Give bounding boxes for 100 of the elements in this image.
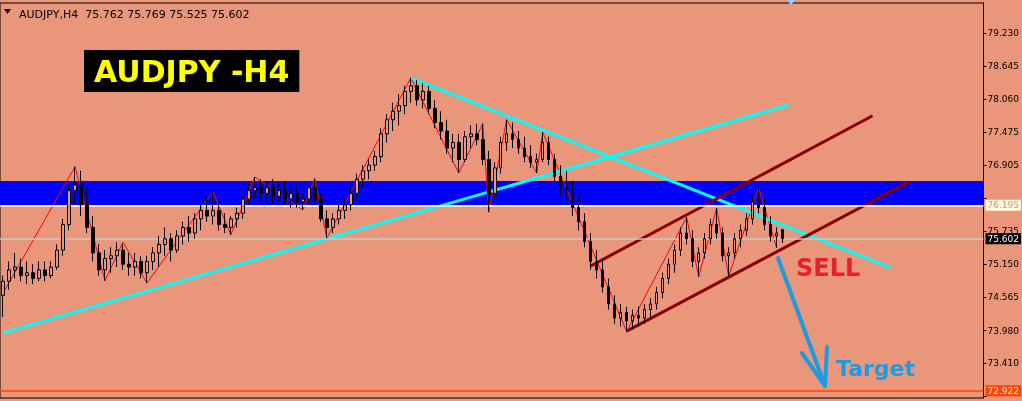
candlestick xyxy=(367,158,371,180)
candlestick xyxy=(739,224,742,248)
candlestick xyxy=(289,187,293,209)
text: AUDJPY,H4 75.762 75.769 75.525 75.602 xyxy=(19,8,250,21)
candlestick xyxy=(433,99,437,129)
y-tick-label: 75.150 xyxy=(987,259,1020,270)
candlestick xyxy=(691,229,694,268)
candlestick xyxy=(175,229,179,254)
candlestick xyxy=(277,181,281,203)
candlestick xyxy=(379,127,383,163)
candlestick xyxy=(631,309,634,330)
candlestick xyxy=(31,263,35,285)
candlestick xyxy=(541,131,544,163)
candlestick xyxy=(685,216,688,245)
candlestick xyxy=(145,255,149,284)
candlestick xyxy=(253,176,257,200)
candlestick xyxy=(313,178,317,206)
candlestick xyxy=(403,85,407,115)
candlestick xyxy=(301,192,305,211)
y-tick-label: 79.230 xyxy=(987,28,1020,39)
candlestick xyxy=(373,150,377,172)
candlestick xyxy=(109,246,113,274)
candlestick xyxy=(133,252,137,277)
candlestick xyxy=(349,187,353,211)
candlestick xyxy=(223,212,227,234)
y-tick-label: 74.565 xyxy=(987,292,1020,303)
candlestick xyxy=(505,119,508,152)
y-tick-label: 73.980 xyxy=(987,325,1020,336)
candlestick xyxy=(589,232,592,271)
candlestick xyxy=(619,303,622,328)
candlestick xyxy=(67,184,71,231)
candlestick xyxy=(307,184,311,206)
candlestick xyxy=(457,133,461,174)
candlestick xyxy=(427,85,431,115)
candlestick xyxy=(7,260,11,291)
candlestick xyxy=(769,215,772,243)
candlestick xyxy=(229,215,233,236)
candlestick xyxy=(703,232,706,260)
candlestick xyxy=(763,198,766,231)
candlestick xyxy=(733,232,736,260)
ref-line-label: 72.922 xyxy=(987,385,1020,396)
candlestick xyxy=(493,161,497,200)
candlestick xyxy=(265,181,269,203)
candlestick xyxy=(757,187,760,214)
candlestick xyxy=(49,260,53,279)
candlestick xyxy=(667,258,670,285)
candlestick xyxy=(583,212,586,248)
candlestick xyxy=(661,272,664,299)
candlestick xyxy=(151,246,155,271)
candlestick xyxy=(103,249,107,282)
candlestick xyxy=(547,136,550,166)
candlestick xyxy=(343,198,347,220)
candlestick xyxy=(121,243,125,271)
candlestick xyxy=(727,246,730,277)
candlestick xyxy=(613,294,616,325)
candlestick xyxy=(91,215,95,262)
candlestick xyxy=(625,306,628,333)
candlestick xyxy=(721,226,724,262)
candlestick xyxy=(709,218,712,245)
candlestick xyxy=(649,297,652,319)
candlestick xyxy=(271,178,275,206)
candlestick xyxy=(697,246,700,278)
y-tick-label: 78.645 xyxy=(987,61,1020,72)
candlestick xyxy=(259,178,263,200)
candlestick xyxy=(193,212,197,240)
candlestick xyxy=(13,252,17,279)
candlestick xyxy=(391,102,395,132)
candlestick xyxy=(157,235,161,268)
candlestick xyxy=(73,166,77,206)
candlestick xyxy=(499,136,502,175)
candlestick xyxy=(43,260,47,282)
candlestick xyxy=(655,286,658,311)
candlestick xyxy=(487,150,491,213)
candlestick xyxy=(199,204,203,231)
candlestick xyxy=(79,170,83,217)
candlestick xyxy=(601,260,604,294)
candlestick xyxy=(715,207,718,240)
candlestick xyxy=(295,184,299,209)
candlestick xyxy=(529,144,532,169)
candlestick xyxy=(781,228,784,244)
candlestick xyxy=(97,243,101,277)
candlestick xyxy=(415,79,419,107)
candlestick xyxy=(361,164,365,189)
y-tick-label: 73.410 xyxy=(987,357,1020,368)
candlestick xyxy=(337,204,341,226)
candlestick xyxy=(475,123,479,146)
candlestick xyxy=(565,170,568,200)
candlestick xyxy=(775,226,778,249)
candlestick xyxy=(163,226,167,257)
annotation: SELL xyxy=(796,254,861,282)
y-tick-label: 76.905 xyxy=(987,159,1020,170)
candlestick xyxy=(439,110,443,141)
candlestick xyxy=(355,173,359,200)
candlestick xyxy=(181,221,185,245)
candlestick xyxy=(469,124,473,149)
candlestick xyxy=(511,122,514,149)
candlestick xyxy=(745,212,748,237)
candlestick xyxy=(55,243,59,271)
candlestick xyxy=(169,232,173,262)
candlestick xyxy=(187,215,191,243)
